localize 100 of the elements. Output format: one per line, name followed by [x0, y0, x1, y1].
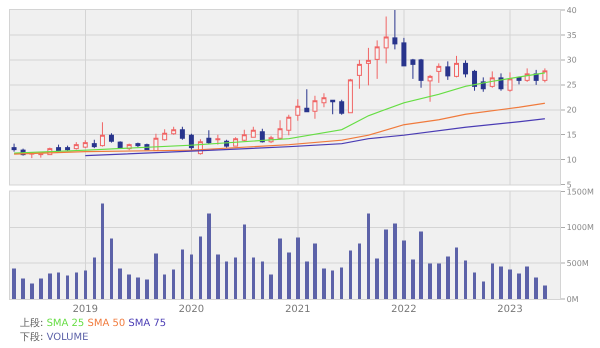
candlestick: [392, 10, 398, 50]
bar: [66, 275, 69, 299]
candlestick: [206, 130, 212, 144]
candlestick: [410, 58, 416, 80]
bar: [181, 249, 184, 299]
candlestick: [436, 62, 442, 84]
bar: [190, 254, 193, 299]
candlestick: [330, 99, 336, 115]
bar: [517, 273, 521, 299]
bar: [154, 253, 158, 299]
bar: [402, 240, 406, 299]
bar: [101, 203, 104, 299]
bar: [464, 260, 467, 299]
bar: [428, 263, 432, 299]
text: SMA 25: [46, 318, 84, 329]
line-series: [13, 102, 546, 155]
candlestick: [180, 126, 185, 140]
y-tick-label: 15: [566, 130, 577, 140]
y-tick-label: 500M: [566, 258, 589, 268]
bar: [278, 238, 282, 299]
bar: [393, 223, 397, 299]
x-tick-label: 2021: [285, 304, 311, 315]
bar: [216, 254, 220, 299]
bar: [331, 270, 334, 299]
candlestick: [534, 69, 539, 86]
bar: [384, 229, 388, 299]
candlestick: [542, 68, 548, 83]
bar: [163, 274, 166, 299]
candlestick: [118, 140, 123, 150]
y-tick-label: 10: [566, 155, 577, 164]
bar: [375, 258, 379, 299]
bar: [508, 269, 512, 299]
x-tick-label: 2023: [497, 304, 523, 315]
candlestick: [304, 88, 310, 113]
x-tick-label: 2022: [391, 304, 417, 315]
y-tick-label: 0M: [566, 294, 579, 304]
candlestick: [278, 120, 283, 140]
candlestick: [418, 58, 424, 88]
candlestick: [260, 128, 265, 144]
candlestick: [339, 99, 344, 116]
line-series: [13, 72, 546, 154]
y-tick-label: 30: [566, 56, 577, 65]
bar: [349, 250, 352, 299]
y-tick-label: 40: [566, 6, 577, 15]
candlestick: [508, 72, 512, 92]
bar: [296, 237, 300, 299]
candlestick: [312, 95, 318, 120]
candlestick: [92, 139, 97, 149]
candlestick: [171, 126, 176, 136]
bar: [48, 273, 52, 299]
text: SMA 75: [128, 318, 166, 329]
candlestick: [321, 92, 326, 108]
candlestick: [295, 98, 300, 122]
bar: [199, 236, 202, 299]
bar: [261, 261, 264, 299]
candlestick: [472, 69, 478, 92]
candlestick: [135, 142, 140, 148]
bar: [243, 224, 246, 299]
text: VOLUME: [46, 332, 88, 343]
candlestick: [242, 129, 247, 142]
bar: [136, 277, 140, 299]
bar: [269, 274, 273, 299]
y-tick-label: 1000M: [566, 223, 594, 232]
candlestick: [286, 114, 292, 136]
bar: [473, 272, 476, 299]
bar: [118, 268, 122, 299]
candlestick: [384, 16, 389, 64]
candlestick: [188, 133, 194, 150]
bar: [234, 257, 237, 299]
text: 下段:: [20, 332, 44, 343]
candlestick: [498, 72, 504, 92]
x-tick-label: 2019: [72, 304, 98, 315]
bar: [172, 269, 175, 299]
bar: [225, 261, 228, 299]
candlestick: [82, 140, 88, 149]
candlestick: [162, 128, 168, 142]
candlestick: [463, 60, 468, 78]
y-tick-label: 5: [566, 180, 572, 190]
bar: [499, 266, 503, 299]
candlestick: [74, 142, 79, 150]
bar: [110, 238, 113, 299]
text: 上段:: [20, 318, 44, 329]
bar: [313, 243, 317, 299]
bar: [127, 274, 131, 299]
bar: [57, 272, 60, 299]
line-series: [84, 118, 546, 156]
bar: [411, 259, 415, 299]
bar: [252, 257, 255, 299]
bar: [455, 247, 458, 299]
bar: [358, 243, 361, 299]
candlestick: [215, 134, 220, 146]
bar: [39, 278, 43, 299]
x-tick-label: 2020: [178, 304, 204, 315]
bar: [482, 281, 485, 299]
bar: [30, 283, 34, 299]
bar: [21, 278, 25, 299]
candlestick: [12, 143, 17, 152]
y-tick-label: 25: [566, 80, 577, 90]
candlestick: [108, 132, 114, 144]
y-tick-label: 35: [566, 30, 577, 40]
